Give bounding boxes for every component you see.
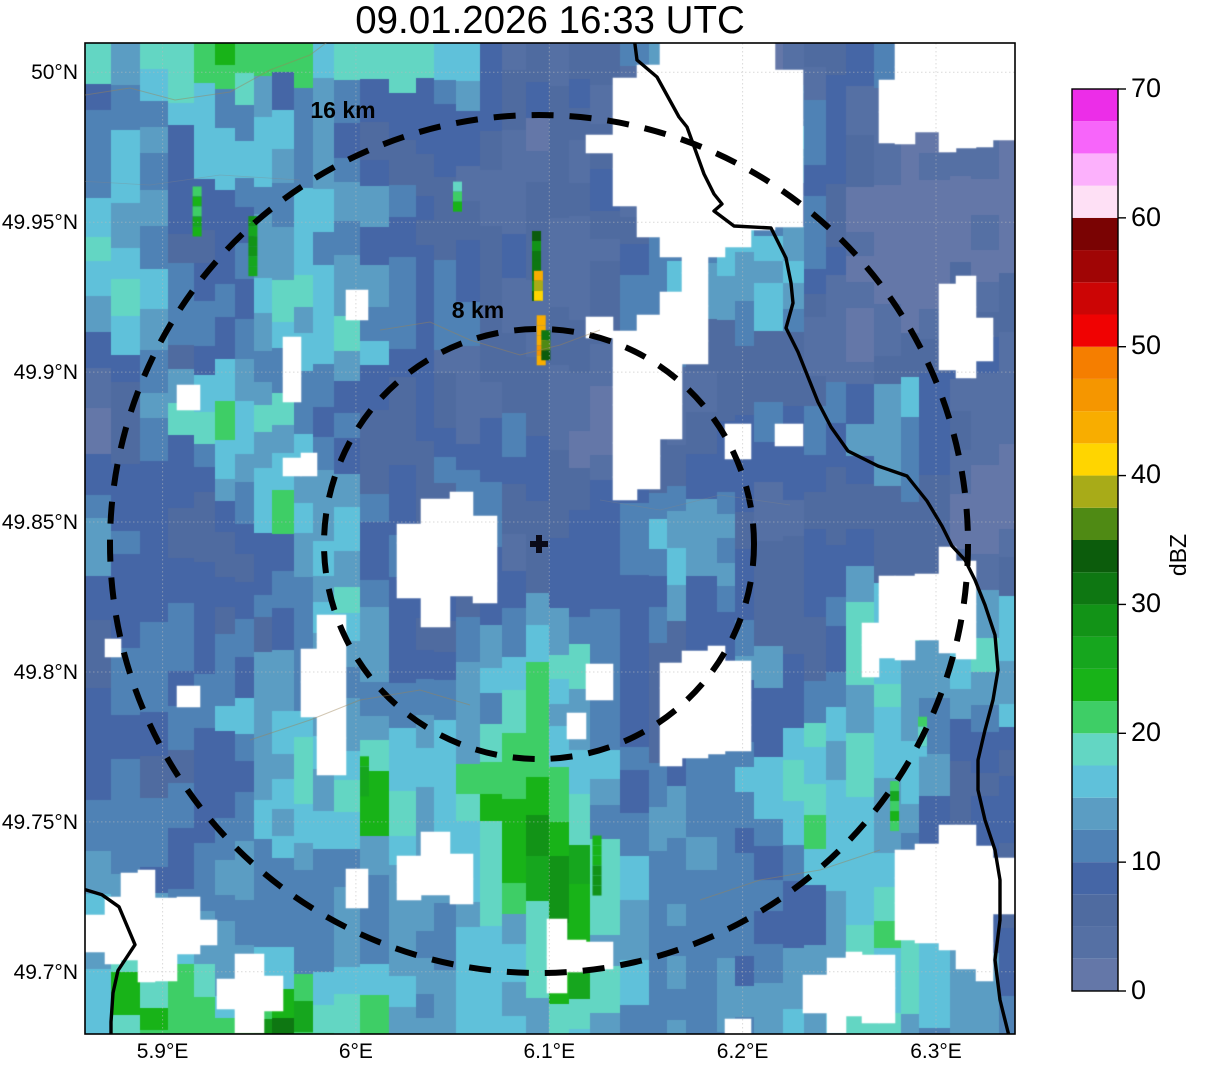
svg-text:8 km: 8 km xyxy=(452,297,504,323)
svg-text:6.1°E: 6.1°E xyxy=(523,1040,575,1063)
svg-text:10: 10 xyxy=(1131,846,1161,876)
svg-text:49.8°N: 49.8°N xyxy=(14,661,78,684)
svg-text:49.85°N: 49.85°N xyxy=(2,511,78,534)
svg-text:49.7°N: 49.7°N xyxy=(14,961,78,984)
svg-text:50: 50 xyxy=(1131,330,1161,360)
svg-text:5.9°E: 5.9°E xyxy=(137,1040,189,1063)
svg-text:6°E: 6°E xyxy=(339,1040,373,1063)
svg-text:49.9°N: 49.9°N xyxy=(14,361,78,384)
svg-text:6.3°E: 6.3°E xyxy=(910,1040,962,1063)
svg-text:70: 70 xyxy=(1131,73,1161,103)
svg-text:60: 60 xyxy=(1131,202,1161,232)
svg-text:20: 20 xyxy=(1131,717,1161,747)
svg-text:50°N: 50°N xyxy=(31,61,78,84)
svg-text:40: 40 xyxy=(1131,459,1161,489)
svg-text:6.2°E: 6.2°E xyxy=(717,1040,769,1063)
svg-text:16 km: 16 km xyxy=(310,97,375,123)
svg-text:30: 30 xyxy=(1131,588,1161,618)
svg-text:09.01.2026 16:33 UTC: 09.01.2026 16:33 UTC xyxy=(355,0,745,42)
svg-text:0: 0 xyxy=(1131,975,1146,1005)
svg-text:dBZ: dBZ xyxy=(1165,534,1191,576)
svg-text:49.95°N: 49.95°N xyxy=(2,211,78,234)
svg-text:49.75°N: 49.75°N xyxy=(2,811,78,834)
